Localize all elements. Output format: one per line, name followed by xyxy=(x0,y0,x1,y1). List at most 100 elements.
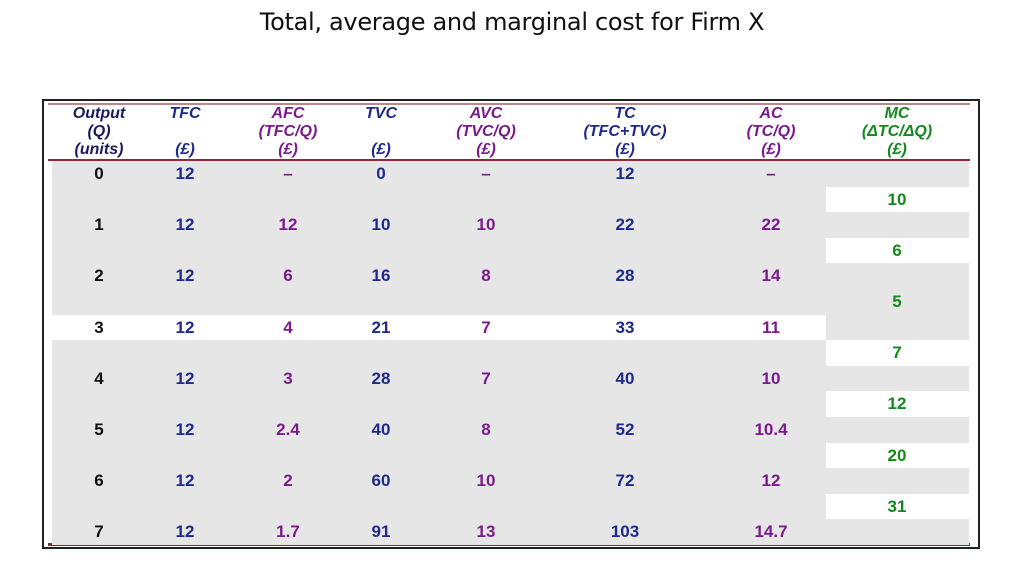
row-band xyxy=(52,161,969,187)
header-line: (TC/Q) xyxy=(746,123,796,140)
cell-tfc: 12 xyxy=(175,522,195,542)
header-line: (£) xyxy=(278,141,298,158)
cell-q: 2 xyxy=(94,266,104,286)
header-tfc: TFC (£) xyxy=(169,105,200,159)
cell-ac: 10 xyxy=(761,368,781,388)
cell-tvc: 60 xyxy=(371,471,391,491)
mc-cell-bg xyxy=(826,161,969,187)
cell-tfc: 12 xyxy=(175,368,195,388)
header-line xyxy=(169,123,200,141)
header-line: AVC xyxy=(469,105,503,122)
row-band xyxy=(52,212,969,239)
header-line: AC xyxy=(759,105,783,122)
header-output: Output (Q) (units) xyxy=(73,105,125,159)
cell-tc: 12 xyxy=(615,164,635,183)
cell-afc: – xyxy=(283,164,293,183)
cell-tvc: 91 xyxy=(371,522,391,542)
cell-tfc: 12 xyxy=(175,471,195,491)
header-line: (£) xyxy=(887,141,907,158)
cell-tc: 28 xyxy=(615,266,635,286)
header-line: (TVC/Q) xyxy=(456,123,516,140)
cell-avc: 8 xyxy=(481,266,491,286)
header-line: AFC xyxy=(271,105,305,122)
mc-cell-bg xyxy=(826,519,969,546)
mc-cell-bg xyxy=(826,417,969,443)
cell-tc: 52 xyxy=(615,420,635,439)
cell-tc: 72 xyxy=(615,471,635,491)
cell-avc: 8 xyxy=(481,420,491,439)
cell-tvc: 0 xyxy=(376,164,386,183)
cell-tvc: 28 xyxy=(371,368,391,388)
cell-afc: 2 xyxy=(283,471,293,491)
cell-mc: 5 xyxy=(892,292,902,311)
header-line: (TFC+TVC) xyxy=(583,123,667,140)
header-line: (£) xyxy=(476,141,496,158)
row-band xyxy=(52,442,969,469)
mc-cell-bg xyxy=(826,365,969,392)
cell-ac: 10.4 xyxy=(754,420,788,439)
cell-afc: 1.7 xyxy=(276,522,300,542)
header-line: TFC xyxy=(169,105,201,122)
row-band xyxy=(52,186,969,213)
cell-q: 3 xyxy=(94,317,104,337)
cell-avc: – xyxy=(481,164,491,183)
header-rule xyxy=(48,159,970,161)
header-line: Output xyxy=(72,105,126,122)
cell-mc: 6 xyxy=(892,240,902,260)
cell-q: 6 xyxy=(94,471,104,491)
cell-afc: 6 xyxy=(283,266,293,286)
header-tc: TC (TFC+TVC) (£) xyxy=(583,105,666,159)
header-line xyxy=(365,123,397,141)
row-band xyxy=(52,468,969,495)
cell-tvc: 16 xyxy=(371,266,391,286)
cell-tc: 33 xyxy=(615,317,635,337)
header-line: MC xyxy=(884,105,910,122)
cell-tvc: 10 xyxy=(371,215,391,235)
cell-ac: 11 xyxy=(762,317,780,337)
row-band xyxy=(52,340,969,367)
cell-ac: 14.7 xyxy=(754,522,788,542)
cell-tfc: 12 xyxy=(175,420,195,439)
header-line: (Q) xyxy=(87,123,111,140)
cell-mc: 31 xyxy=(887,496,907,516)
cell-tvc: 21 xyxy=(371,317,391,337)
header-line: (£) xyxy=(761,141,781,158)
mc-cell-bg xyxy=(826,289,969,315)
row-band xyxy=(52,237,969,264)
mc-cell-bg xyxy=(826,442,969,469)
cell-tc: 40 xyxy=(615,368,635,388)
mc-cell-bg xyxy=(826,263,969,290)
cell-avc: 7 xyxy=(481,368,491,388)
row-band xyxy=(52,519,969,546)
cell-mc: 10 xyxy=(887,189,907,209)
cell-tc: 103 xyxy=(610,522,640,542)
mc-cell-bg xyxy=(826,493,969,520)
mc-cell-bg xyxy=(826,468,969,495)
page-title: Total, average and marginal cost for Fir… xyxy=(259,8,765,36)
cell-tfc: 12 xyxy=(175,164,195,183)
cell-avc: 13 xyxy=(476,522,496,542)
cell-afc: 12 xyxy=(278,215,298,235)
cell-q: 0 xyxy=(94,164,104,183)
header-line: (ΔTC/ΔQ) xyxy=(861,123,933,140)
cell-tvc: 40 xyxy=(371,420,391,439)
cell-ac: 22 xyxy=(761,215,781,235)
header-tvc: TVC (£) xyxy=(365,105,397,159)
cell-mc: 7 xyxy=(892,343,902,363)
row-band xyxy=(52,365,969,392)
mc-cell-bg xyxy=(826,340,969,367)
row-band xyxy=(52,493,969,520)
cell-q: 7 xyxy=(94,522,104,542)
mc-cell-bg xyxy=(826,212,969,239)
cell-tfc: 12 xyxy=(175,266,195,286)
cell-afc: 2.4 xyxy=(276,420,300,439)
header-afc: AFC (TFC/Q) (£) xyxy=(259,105,318,159)
mc-cell-bg xyxy=(826,391,969,418)
cell-afc: 3 xyxy=(283,368,293,388)
mc-cell-bg xyxy=(826,186,969,213)
row-band xyxy=(52,391,969,418)
row-band xyxy=(52,417,969,443)
cell-q: 5 xyxy=(94,420,104,439)
header-line: (£) xyxy=(175,141,195,158)
cell-ac: 12 xyxy=(761,471,781,491)
